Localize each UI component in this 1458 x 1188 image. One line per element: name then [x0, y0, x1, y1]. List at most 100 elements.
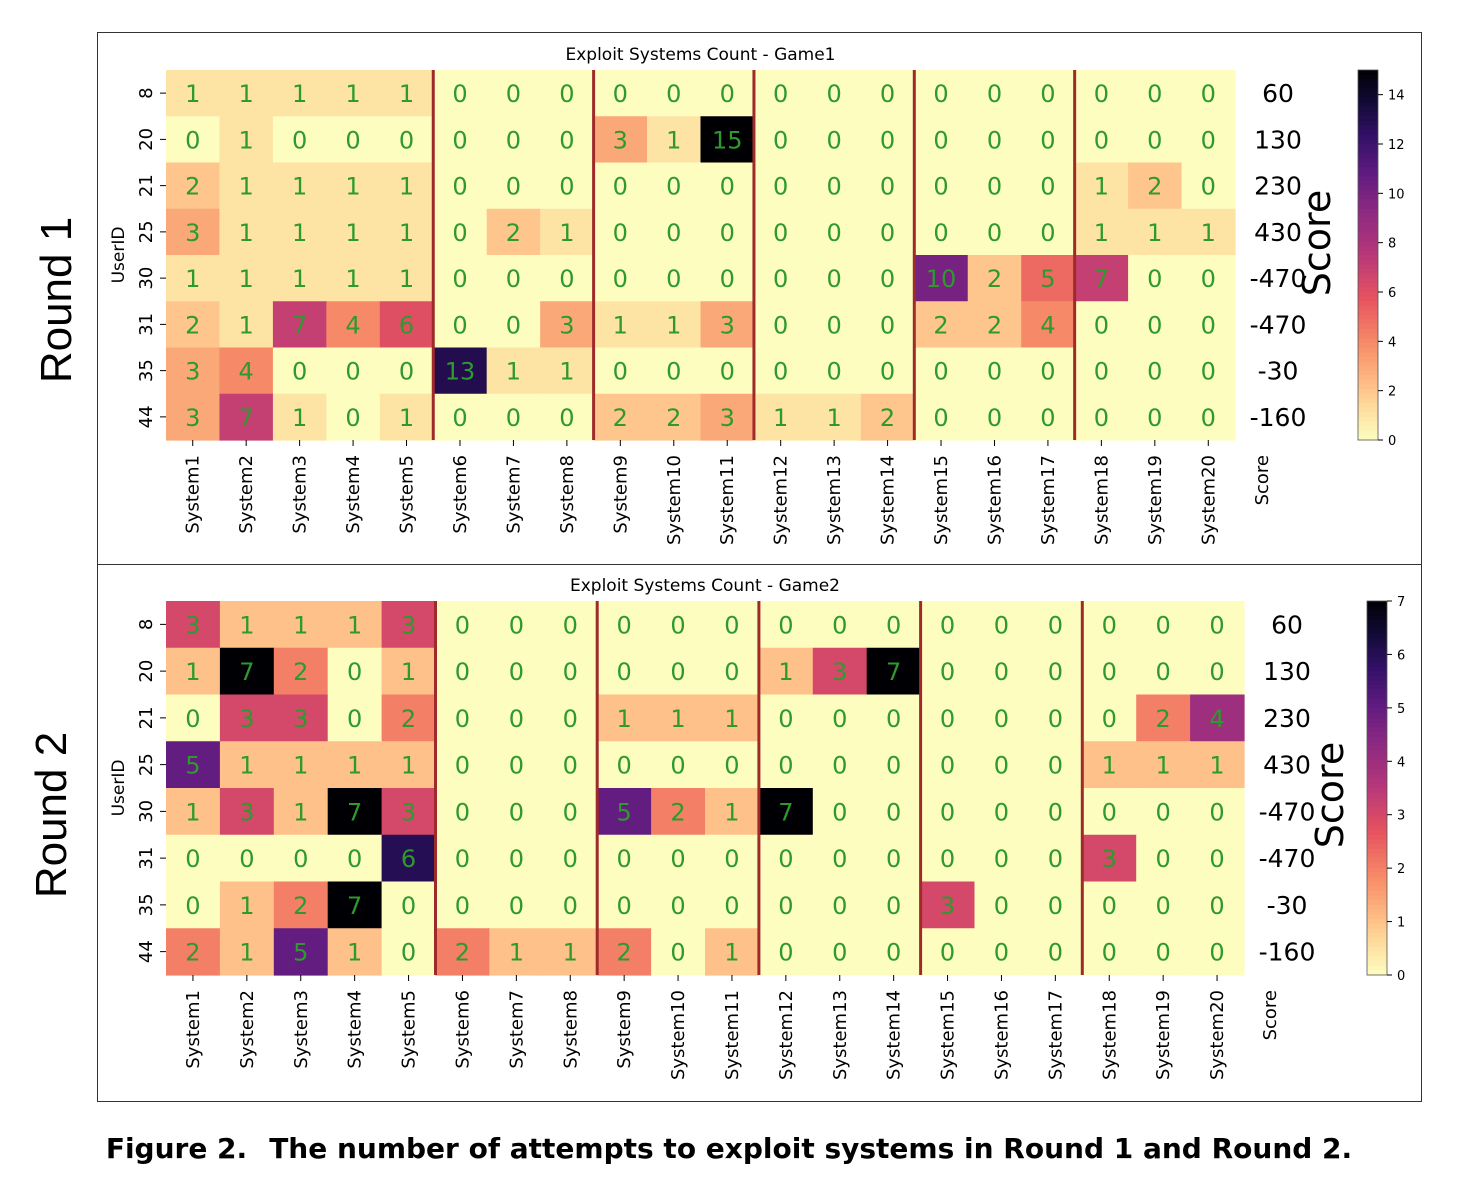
heatmap-cell	[1181, 255, 1236, 302]
cell-value-label: 0	[832, 752, 847, 780]
heatmap-cell	[489, 788, 544, 836]
heatmap-cell	[967, 301, 1022, 349]
heatmap-cell	[219, 647, 275, 696]
colorbar-segment	[1358, 319, 1378, 325]
y-tick-label: 20	[136, 128, 157, 151]
y-tick-label: 30	[136, 267, 157, 290]
cell-value-label: 0	[563, 752, 578, 780]
colorbar-segment	[1367, 713, 1387, 719]
heatmap-cell	[219, 70, 274, 117]
cell-value-label: 0	[509, 611, 524, 639]
cell-value-label: 1	[826, 404, 841, 432]
heatmap-cell	[807, 301, 862, 349]
heatmap-cell	[593, 208, 648, 256]
cell-value-label: 2	[185, 173, 200, 201]
heatmap-cell	[758, 741, 814, 789]
colorbar-segment	[1358, 222, 1378, 228]
cell-value-label: 0	[563, 798, 578, 826]
heatmap-cell	[489, 694, 544, 742]
colorbar-tick-label: 1	[1397, 916, 1405, 931]
colorbar-segment	[1358, 389, 1378, 395]
colorbar-segment	[1358, 264, 1378, 270]
colorbar-segment	[1367, 862, 1387, 869]
colorbar-segment	[1367, 802, 1387, 808]
cell-value-label: 2	[987, 265, 1002, 293]
cell-value-label: 0	[347, 658, 362, 686]
heatmap-cell	[219, 928, 275, 976]
cell-value-label: 0	[506, 173, 521, 201]
cell-value-label: 1	[292, 265, 307, 293]
heatmap-cell	[486, 301, 541, 349]
cell-value-label: 0	[452, 126, 467, 154]
heatmap-cell	[705, 881, 760, 929]
heatmap-cell	[753, 208, 808, 256]
colorbar-segment	[1367, 816, 1387, 822]
cell-value-label: 0	[773, 219, 788, 247]
x-tick-label: System17	[1045, 990, 1066, 1080]
heatmap-cell	[758, 834, 814, 883]
heatmap-cell	[379, 255, 434, 302]
colorbar-segment	[1367, 601, 1387, 607]
heatmap-cell	[379, 208, 434, 256]
colorbar-segment	[1367, 722, 1387, 728]
cell-value-label: 1	[239, 265, 254, 293]
heatmap-cell	[807, 116, 862, 164]
heatmap-cell	[753, 116, 808, 164]
colorbar-segment	[1367, 773, 1387, 780]
colorbar-segment	[1367, 834, 1387, 841]
cell-value-label: 0	[452, 173, 467, 201]
heatmap-cell	[435, 741, 490, 789]
cell-value-label: 0	[670, 611, 685, 639]
cell-value-label: 0	[666, 219, 681, 247]
colorbar-segment	[1358, 347, 1378, 353]
cell-value-label: 0	[940, 752, 955, 780]
cell-value-label: 0	[940, 798, 955, 826]
heatmap-cell	[1190, 834, 1245, 883]
heatmap-cell	[647, 255, 702, 302]
colorbar-segment	[1358, 107, 1378, 113]
y-tick-label: 20	[136, 660, 157, 683]
colorbar-segment	[1358, 370, 1378, 376]
heatmap-cell	[1021, 393, 1076, 441]
heatmap-cell	[967, 393, 1022, 441]
cell-value-label: 2	[185, 939, 200, 967]
cell-value-label: 0	[559, 265, 574, 293]
cell-value-label: 0	[933, 404, 948, 432]
cell-value-label: 1	[509, 939, 524, 967]
cell-value-label: 0	[563, 658, 578, 686]
cell-value-label: 0	[720, 173, 735, 201]
cell-value-label: 0	[563, 892, 578, 920]
cell-value-label: 1	[399, 404, 414, 432]
colorbar-segment	[1367, 858, 1387, 864]
cell-value-label: 0	[773, 265, 788, 293]
cell-value-label: 0	[509, 752, 524, 780]
cell-value-label: 1	[347, 939, 362, 967]
cell-value-label: 1	[239, 892, 254, 920]
colorbar-segment	[1358, 111, 1378, 117]
colorbar-segment	[1367, 853, 1387, 859]
heatmap-cell	[1082, 928, 1137, 976]
colorbar-segment	[1358, 153, 1378, 159]
heatmap-cell	[1082, 647, 1137, 696]
heatmap-cell	[1190, 881, 1245, 929]
heatmap-cell	[1136, 741, 1191, 789]
x-tick-label: System5	[399, 990, 420, 1069]
heatmap-cell	[166, 741, 221, 789]
colorbar-segment	[1367, 708, 1387, 714]
cell-value-label: 0	[452, 219, 467, 247]
heatmap-cell	[1136, 601, 1191, 649]
cell-value-label: 1	[1147, 219, 1162, 247]
heatmap-cell	[647, 162, 702, 210]
colorbar-segment	[1367, 970, 1387, 976]
heatmap-cell	[272, 255, 327, 302]
cell-value-label: 0	[509, 798, 524, 826]
heatmap-cell	[860, 116, 915, 164]
cell-value-label: 0	[185, 892, 200, 920]
cell-value-label: 0	[1094, 404, 1109, 432]
heatmap-cell	[166, 70, 221, 117]
colorbar-segment	[1358, 176, 1378, 182]
cell-value-label: 3	[293, 705, 308, 733]
colorbar-segment	[1358, 315, 1378, 321]
heatmap-cell	[326, 393, 381, 441]
cell-value-label: 0	[509, 705, 524, 733]
